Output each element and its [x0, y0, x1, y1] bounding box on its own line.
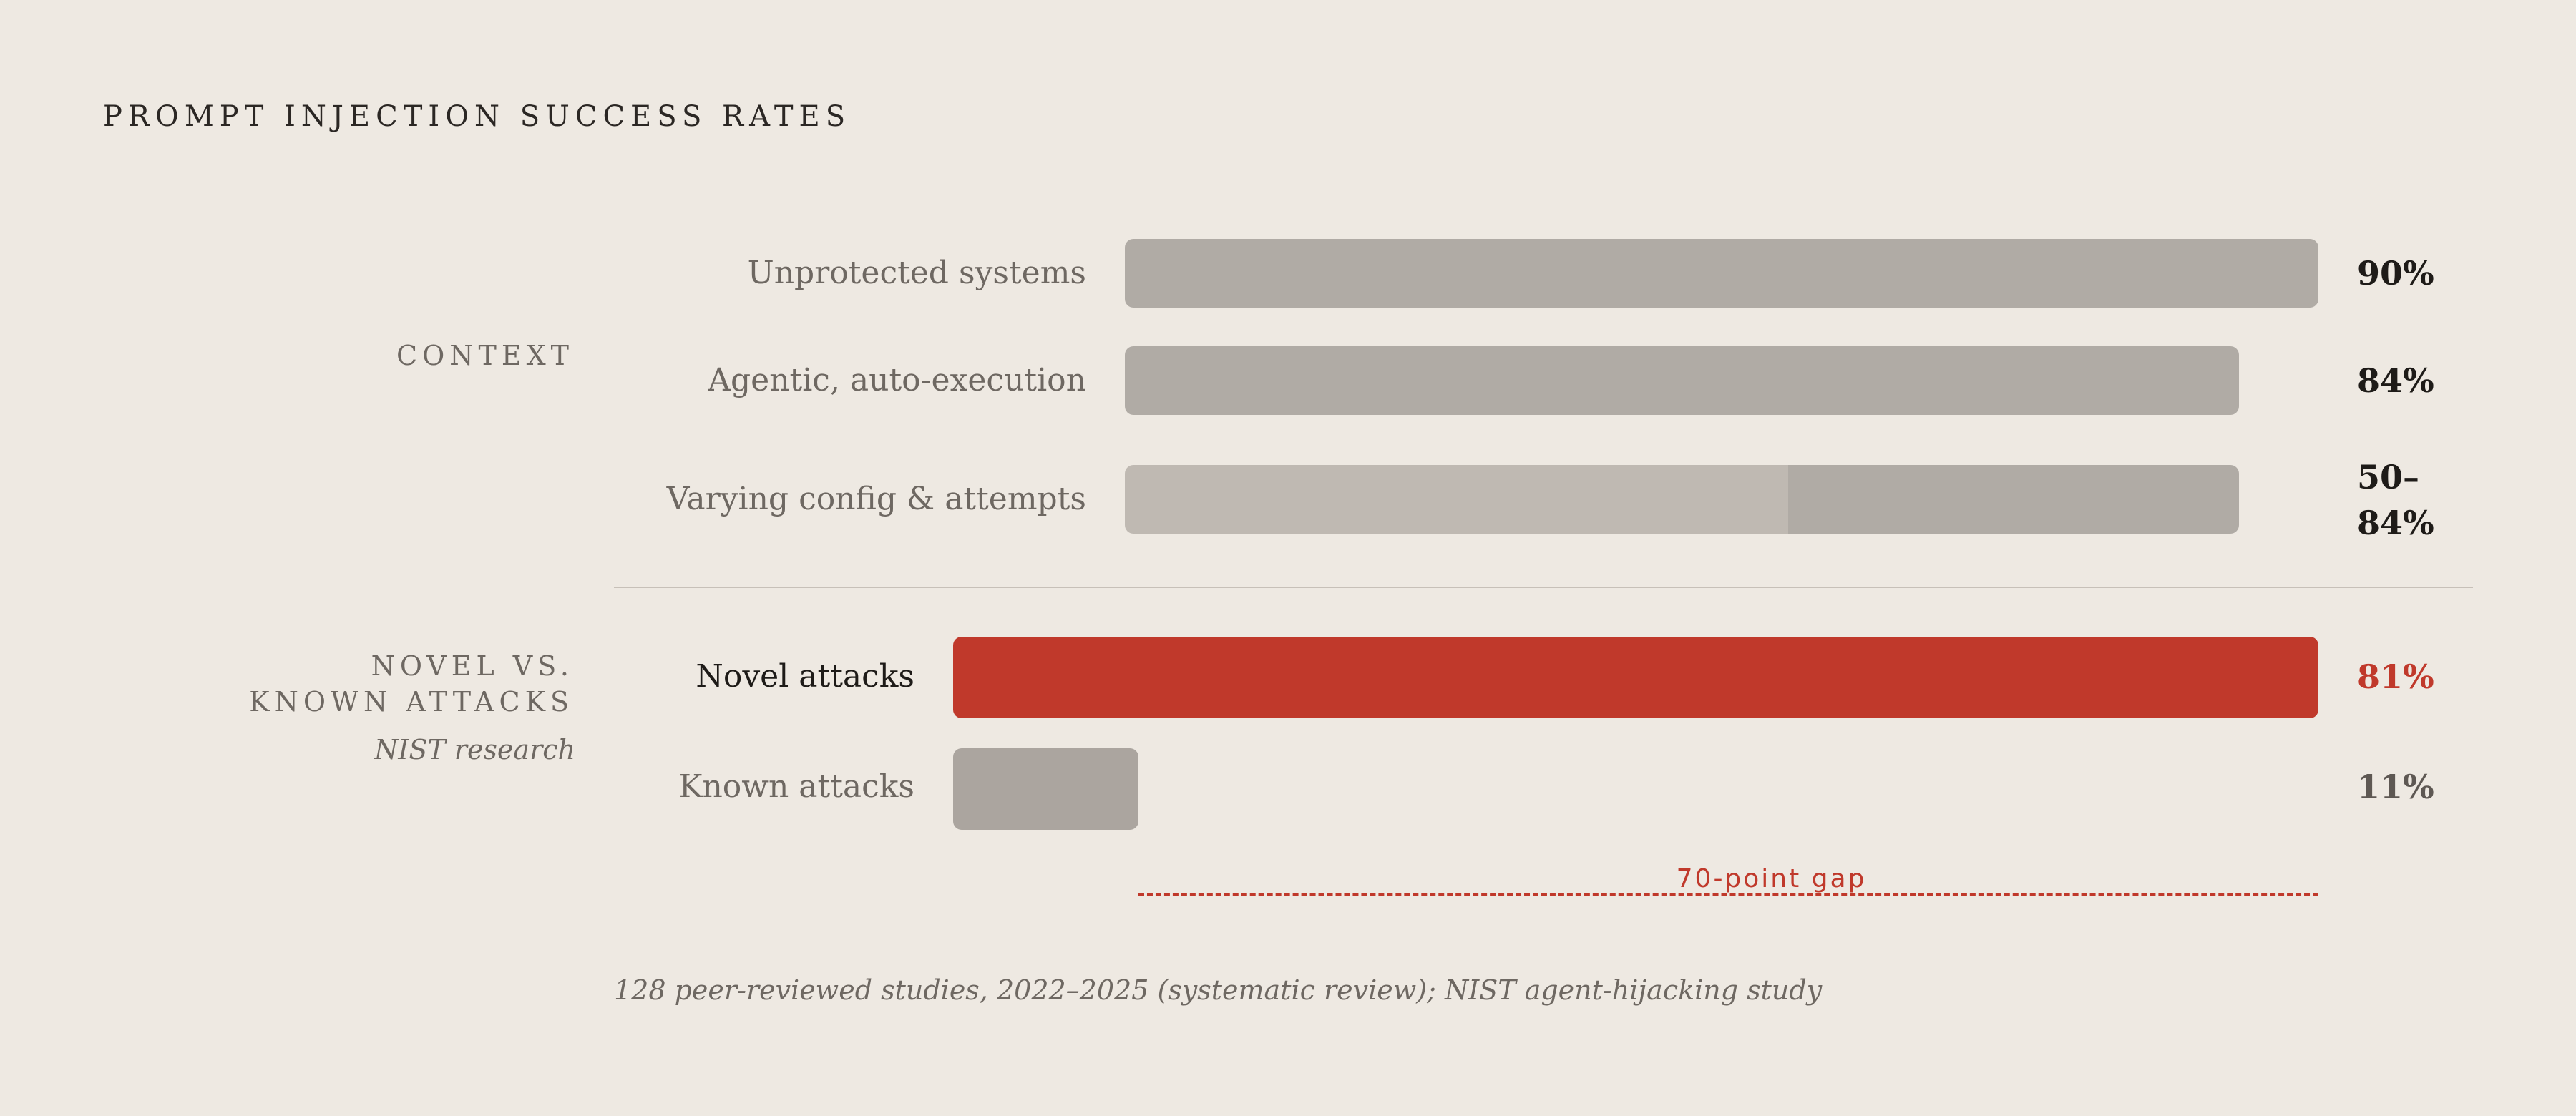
group-label-line: NOVEL VS.: [371, 650, 574, 682]
gap-annotation: 70-point gap: [1676, 864, 1867, 894]
gap-indicator-line: [1138, 893, 2318, 896]
value-novel: 81%: [2357, 657, 2434, 696]
row-label-novel: Novel attacks: [696, 658, 914, 695]
bar-fill: [953, 748, 1139, 830]
value-varying-line: 50–: [2357, 458, 2420, 496]
row-label-unprotected: Unprotected systems: [747, 255, 1086, 291]
group-subtitle-nist: NIST research: [374, 734, 575, 765]
group-label-line: KNOWN ATTACKS: [249, 686, 574, 718]
value-agentic: 84%: [2357, 361, 2434, 400]
row-label-varying: Varying config & attempts: [666, 481, 1086, 517]
bar-varying: [1125, 465, 2239, 534]
bar-fill: [953, 637, 2318, 718]
value-known: 11%: [2357, 768, 2434, 806]
bar-range-low-segment: [1125, 465, 1788, 534]
bar-agentic: [1125, 346, 2239, 415]
row-label-agentic: Agentic, auto-execution: [708, 362, 1086, 398]
row-label-known: Known attacks: [678, 768, 914, 805]
group-label-context: CONTEXT: [396, 338, 574, 373]
value-varying: 50– 84%: [2357, 454, 2434, 546]
bar-novel: [953, 637, 2318, 718]
chart-title: PROMPT INJECTION SUCCESS RATES: [103, 100, 852, 133]
value-unprotected: 90%: [2357, 254, 2434, 293]
group-label-line: CONTEXT: [396, 340, 574, 371]
group-divider: [614, 587, 2473, 588]
value-varying-line: 84%: [2357, 504, 2434, 542]
bar-range-high-segment: [1787, 465, 2239, 534]
bar-fill: [1125, 239, 2318, 308]
group-label-novel-vs-known: NOVEL VS. KNOWN ATTACKS: [249, 648, 574, 720]
bar-fill: [1125, 346, 2239, 415]
source-note: 128 peer-reviewed studies, 2022–2025 (sy…: [614, 974, 1823, 1006]
bar-known: [953, 748, 1139, 830]
bar-unprotected: [1125, 239, 2318, 308]
